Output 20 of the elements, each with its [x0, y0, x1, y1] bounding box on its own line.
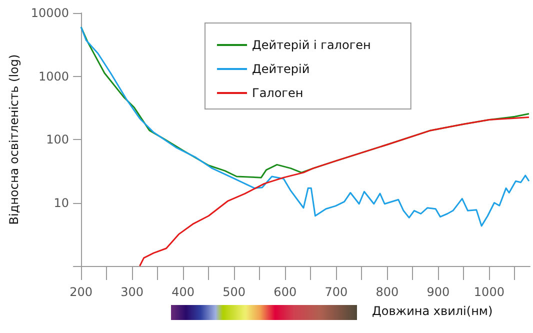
line-series	[80, 26, 530, 227]
legend-label: Дейтерій і галоген	[252, 38, 371, 52]
x-axis-title: Довжина хвилі(нм)	[372, 304, 493, 318]
x-tick-label: 900	[426, 285, 450, 299]
x-tick-label: 300	[120, 285, 144, 299]
y-tick-label: 1000	[38, 69, 70, 84]
y-axis-title: Відносна освітленість (log)	[7, 54, 21, 225]
y-tick-label: 10000	[30, 6, 70, 20]
x-tick-label: 500	[222, 285, 246, 299]
x-tick-label: 700	[324, 285, 348, 299]
line-series	[138, 116, 530, 267]
x-tick-label: 800	[376, 285, 399, 299]
legend-label: Галоген	[252, 86, 304, 100]
y-tick-label: 10	[54, 196, 70, 210]
legend-label: Дейтерій	[252, 62, 310, 76]
x-tick-label: 1000	[474, 285, 504, 299]
x-tick-label: 200	[70, 285, 93, 299]
y-tick-label: 100	[46, 132, 70, 146]
x-tick-label: 600	[274, 285, 297, 299]
x-tick-label: 400	[172, 285, 195, 299]
